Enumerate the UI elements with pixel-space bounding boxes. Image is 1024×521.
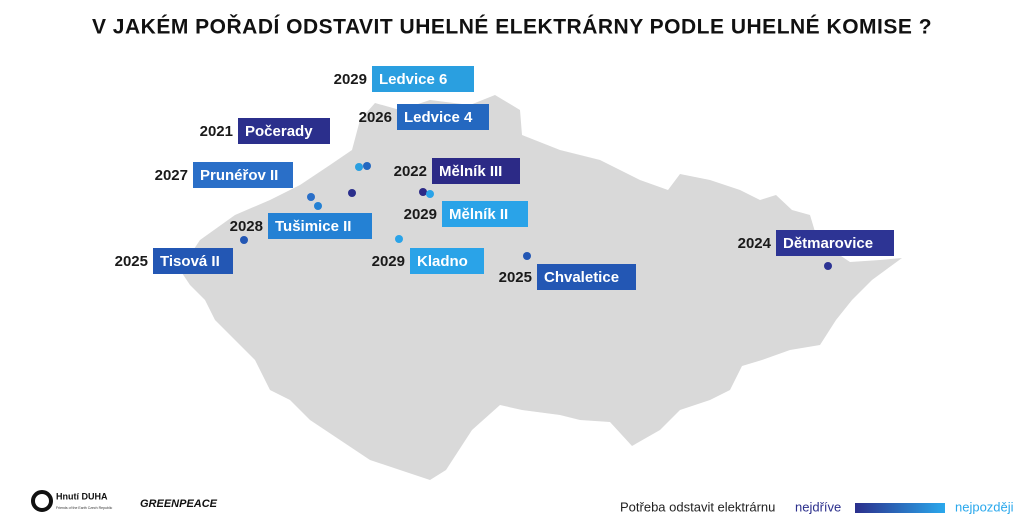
plant-label-box — [442, 201, 528, 227]
plant-dot — [363, 162, 371, 170]
plants: Ledvice 6 2029 Ledvice 4 2026 Počerady 2021 Pr… — [115, 66, 894, 290]
plant-label-box — [193, 162, 293, 188]
plant-year: 2025 — [115, 253, 148, 270]
duha-logo-mark — [31, 490, 53, 512]
plant-name: Ledvice 6 — [379, 71, 447, 88]
legend: Potřeba odstavit elektrárnu nejdříve nej… — [620, 499, 1014, 514]
plant-dot — [824, 262, 832, 270]
logos: Hnutí DUHA Friends of the Earth Czech Re… — [31, 490, 218, 512]
plant-label-box — [410, 248, 484, 274]
plant-year: 2022 — [394, 163, 427, 180]
plant-name: Kladno — [417, 253, 468, 270]
plant-name: Prunéřov II — [200, 167, 278, 184]
plant-name: Tušimice II — [275, 218, 351, 235]
plant-label-box — [238, 118, 330, 144]
greenpeace-logo: GREENPEACE — [140, 498, 218, 510]
plant-name: Chvaletice — [544, 269, 619, 286]
plant-dot — [348, 189, 356, 197]
plant-label-box — [537, 264, 636, 290]
plant-year: 2021 — [200, 123, 233, 140]
plant-year: 2029 — [372, 253, 405, 270]
plant-label-box — [268, 213, 372, 239]
plant-dot — [240, 236, 248, 244]
plant-label-box — [776, 230, 894, 256]
plant-label-box — [397, 104, 489, 130]
plant-year: 2028 — [230, 218, 263, 235]
duha-logo-name: Hnutí DUHA — [56, 491, 108, 501]
plant-dot — [314, 202, 322, 210]
plant-dot — [395, 235, 403, 243]
plant-dot — [426, 190, 434, 198]
plant-year: 2027 — [155, 167, 188, 184]
plant-name: Mělník II — [449, 206, 508, 223]
plant-dot — [307, 193, 315, 201]
plant-year: 2026 — [359, 109, 392, 126]
title: V JAKÉM POŘADÍ ODSTAVIT UHELNÉ ELEKTRÁRN… — [92, 15, 932, 39]
plant-dot — [419, 188, 427, 196]
plant-dot — [523, 252, 531, 260]
plant-year: 2029 — [334, 71, 367, 88]
plant-label-box — [372, 66, 474, 92]
plant-name: Mělník III — [439, 163, 502, 180]
legend-label: Potřeba odstavit elektrárnu — [620, 499, 775, 514]
plant-year: 2024 — [738, 235, 772, 252]
plant-dot — [355, 163, 363, 171]
legend-end: nejpozději — [955, 499, 1014, 514]
plant-name: Tisová II — [160, 253, 220, 270]
plant-name: Dětmarovice — [783, 235, 873, 252]
duha-logo-sub: Friends of the Earth Czech Republic — [56, 506, 112, 510]
plant-label-box — [432, 158, 520, 184]
plant-name: Ledvice 4 — [404, 109, 473, 126]
legend-start: nejdříve — [795, 499, 841, 514]
plant-year: 2025 — [499, 269, 532, 286]
legend-gradient — [855, 503, 945, 513]
plant-name: Počerady — [245, 123, 313, 140]
plant-year: 2029 — [404, 206, 437, 223]
plant-label-box — [153, 248, 233, 274]
